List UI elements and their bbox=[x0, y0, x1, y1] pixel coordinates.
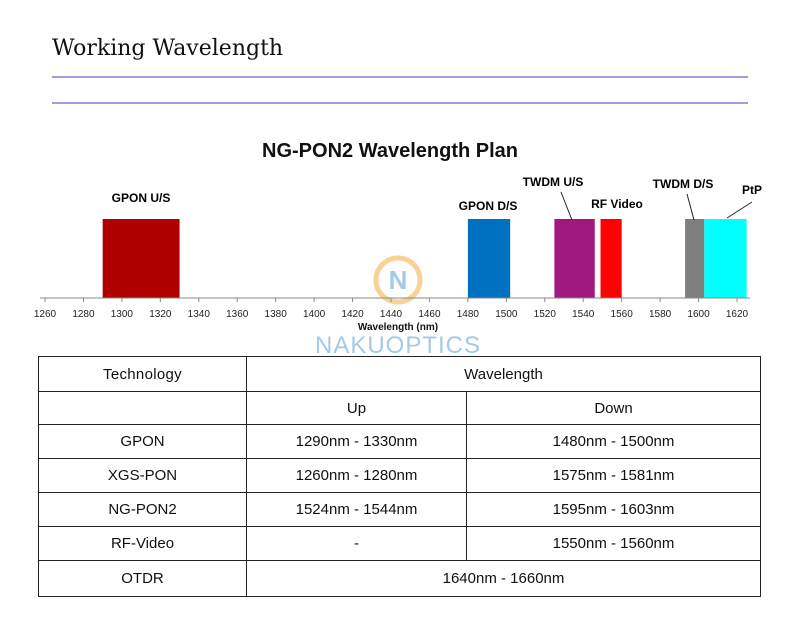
band-label: PtP bbox=[742, 183, 762, 197]
watermark-logo: N NAKUOPTICS bbox=[315, 255, 481, 356]
up-cell: 1524nm - 1544nm bbox=[246, 492, 467, 527]
arrow-pointer bbox=[726, 201, 753, 219]
x-tick-label: 1320 bbox=[149, 309, 172, 320]
band-bar bbox=[704, 219, 747, 298]
band-bar bbox=[685, 219, 705, 298]
x-tick-label: 1260 bbox=[34, 309, 57, 320]
x-tick-label: 1500 bbox=[495, 309, 518, 320]
tech-cell: NG-PON2 bbox=[38, 492, 247, 527]
table-row: XGS-PON 1260nm - 1280nm 1575nm - 1581nm bbox=[38, 458, 761, 493]
band-label: RF Video bbox=[591, 197, 643, 211]
down-cell: 1550nm - 1560nm bbox=[466, 526, 761, 561]
x-tick-label: 1460 bbox=[418, 309, 441, 320]
svg-text:N: N bbox=[389, 265, 408, 295]
band-bar bbox=[600, 219, 622, 298]
x-axis-label: Wavelength (nm) bbox=[358, 322, 438, 333]
band-bar bbox=[554, 219, 595, 298]
x-tick-label: 1340 bbox=[188, 309, 211, 320]
tech-cell: GPON bbox=[38, 424, 247, 459]
header-wavelength: Wavelength bbox=[246, 356, 761, 392]
tech-cell: XGS-PON bbox=[38, 458, 247, 493]
band-label: GPON D/S bbox=[459, 199, 518, 213]
header-technology: Technology bbox=[38, 356, 247, 392]
chart-title: NG-PON2 Wavelength Plan bbox=[262, 140, 518, 162]
x-tick-label: 1600 bbox=[687, 309, 710, 320]
table-row: NG-PON2 1524nm - 1544nm 1595nm - 1603nm bbox=[38, 492, 761, 527]
x-tick-label: 1480 bbox=[457, 309, 480, 320]
x-tick-label: 1540 bbox=[572, 309, 595, 320]
x-tick-label: 1300 bbox=[111, 309, 134, 320]
table-row: OTDR 1640nm - 1660nm bbox=[38, 560, 761, 597]
wavelength-chart: NG-PON2 Wavelength Plan N NAKUOPTICS GPO… bbox=[34, 140, 762, 356]
x-tick-label: 1520 bbox=[534, 309, 557, 320]
band-bar bbox=[102, 219, 180, 298]
x-tick-label: 1580 bbox=[649, 309, 672, 320]
tech-cell: RF-Video bbox=[38, 526, 247, 561]
band-label: TWDM D/S bbox=[653, 177, 714, 191]
range-cell: 1640nm - 1660nm bbox=[246, 560, 761, 597]
x-tick-label: 1380 bbox=[265, 309, 288, 320]
x-tick-label: 1420 bbox=[341, 309, 364, 320]
down-cell: 1595nm - 1603nm bbox=[466, 492, 761, 527]
up-cell: 1260nm - 1280nm bbox=[246, 458, 467, 493]
header-down: Down bbox=[466, 391, 761, 425]
tech-cell: OTDR bbox=[38, 560, 247, 597]
band-label: GPON U/S bbox=[112, 191, 171, 205]
x-tick-label: 1560 bbox=[611, 309, 634, 320]
x-tick-label: 1620 bbox=[726, 309, 749, 320]
header-up: Up bbox=[246, 391, 467, 425]
down-cell: 1575nm - 1581nm bbox=[466, 458, 761, 493]
band-label: TWDM U/S bbox=[523, 175, 584, 189]
x-tick-label: 1440 bbox=[380, 309, 403, 320]
x-tick-label: 1400 bbox=[303, 309, 326, 320]
up-cell: - bbox=[246, 526, 467, 561]
x-tick-label: 1280 bbox=[72, 309, 95, 320]
wavelength-table: Technology Wavelength Up Down GPON 1290nm -… bbox=[38, 356, 761, 597]
table-row: RF-Video -1550nm - 1560nm bbox=[38, 526, 761, 561]
arrow-pointer bbox=[560, 191, 573, 221]
arrow-pointer bbox=[686, 193, 695, 221]
up-cell: 1290nm - 1330nm bbox=[246, 424, 467, 459]
table-row: GPON 1290nm - 1330nm 1480nm - 1500nm bbox=[38, 424, 761, 459]
down-cell: 1480nm - 1500nm bbox=[466, 424, 761, 459]
divider bbox=[52, 102, 748, 104]
divider bbox=[52, 76, 748, 78]
band-bar bbox=[467, 219, 511, 298]
watermark-text: NAKUOPTICS bbox=[315, 332, 481, 356]
page-title: Working Wavelength bbox=[52, 36, 284, 61]
x-tick-label: 1360 bbox=[226, 309, 249, 320]
